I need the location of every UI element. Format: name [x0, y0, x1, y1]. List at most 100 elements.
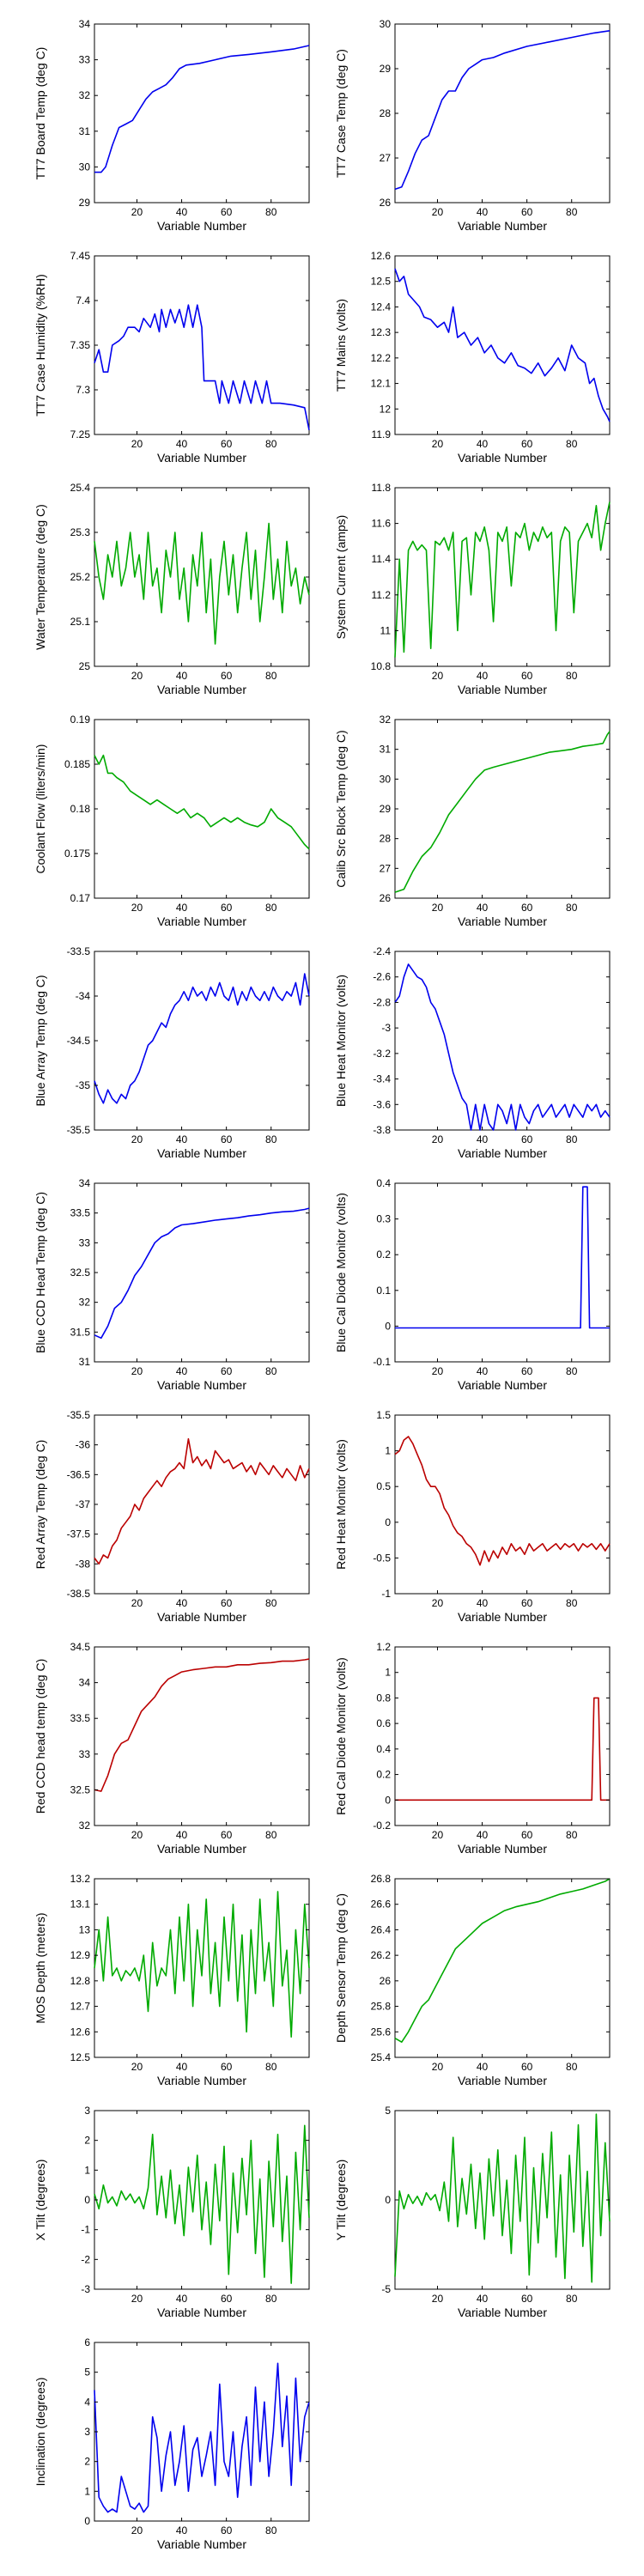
y-tick-label: 31: [79, 1356, 91, 1368]
y-axis-label: Water Temperature (deg C): [33, 504, 47, 650]
x-tick-label: 40: [477, 2293, 489, 2305]
y-tick-label: 26.4: [371, 1923, 392, 1935]
x-axis-label: Variable Number: [458, 914, 547, 928]
x-tick-label: 20: [131, 1133, 143, 1145]
y-tick-label: 25.4: [371, 2051, 392, 2063]
axes-box: [394, 1646, 611, 1826]
y-tick-label: 32: [79, 89, 91, 101]
x-tick-label: 40: [477, 206, 489, 218]
x-tick-label: 20: [432, 438, 444, 450]
y-tick-label: 32.5: [70, 1267, 91, 1279]
y-tick-label: 12.9: [70, 1949, 91, 1961]
chart-panel-1: 20 40 60 80 29 30 31 32 33 34 Variable Number TT7 B…: [33, 18, 310, 233]
x-tick-label: 80: [265, 438, 277, 450]
y-tick-label: -35.5: [67, 1409, 91, 1421]
y-tick-label: -37: [76, 1498, 91, 1510]
y-tick-label: -37.5: [67, 1528, 91, 1540]
y-tick-label: -34.5: [67, 1035, 91, 1047]
y-axis-label: Inclination (degrees): [33, 2378, 47, 2487]
x-tick-label: 60: [221, 1597, 233, 1609]
y-tick-label: 0.5: [376, 1480, 391, 1492]
x-tick-label: 20: [131, 2524, 143, 2537]
x-tick-label: 80: [566, 438, 578, 450]
series-line: [94, 304, 310, 430]
x-tick-label: 20: [432, 2293, 444, 2305]
y-tick-label: -34: [76, 990, 91, 1002]
axes-box: [394, 1878, 611, 2058]
x-tick-label: 60: [521, 1133, 533, 1145]
y-tick-label: 13: [79, 1923, 91, 1935]
series-line: [394, 268, 611, 422]
y-tick-label: 34: [79, 18, 91, 30]
y-tick-label: 1.5: [376, 1409, 391, 1421]
x-tick-label: 40: [477, 1829, 489, 1841]
y-tick-label: 25: [79, 660, 91, 672]
y-tick-label: 12.4: [371, 301, 392, 313]
x-tick-label: 20: [131, 1829, 143, 1841]
x-tick-label: 80: [566, 670, 578, 682]
series-line: [94, 754, 310, 850]
chart-panel-17: 20 40 60 80 12.5 12.6 12.7 12.8 12.9 13 13.1 13.2 Va…: [33, 1873, 310, 2087]
x-axis-label: Variable Number: [458, 2074, 547, 2087]
y-tick-label: 11.4: [372, 553, 392, 565]
y-tick-label: -1: [381, 1588, 391, 1600]
x-axis-label: Variable Number: [157, 914, 246, 928]
y-tick-label: 1: [84, 2164, 90, 2176]
x-axis-label: Variable Number: [157, 1610, 246, 1624]
y-tick-label: 25.2: [70, 571, 91, 583]
chart-panel-20: 20 40 60 80 -5 0 5 Variable Number Y Tilt (degre…: [334, 2105, 611, 2319]
y-tick-label: -1: [81, 2224, 90, 2236]
y-tick-label: 33.5: [70, 1207, 91, 1219]
y-tick-label: 26.6: [371, 1899, 392, 1911]
y-tick-label: 0.185: [64, 758, 90, 770]
y-axis-label: Red Heat Monitor (volts): [334, 1439, 348, 1570]
x-tick-label: 20: [131, 1365, 143, 1377]
y-tick-label: 13.2: [70, 1873, 91, 1885]
y-tick-label: 11: [380, 624, 392, 636]
y-tick-label: -36.5: [67, 1468, 91, 1480]
x-tick-label: 80: [566, 2061, 578, 2073]
y-tick-label: 5: [84, 2366, 90, 2379]
x-tick-label: 40: [176, 2524, 188, 2537]
x-tick-label: 80: [566, 1133, 578, 1145]
x-tick-label: 60: [521, 2293, 533, 2305]
x-tick-label: 20: [131, 670, 143, 682]
y-tick-label: 5: [385, 2105, 391, 2117]
axes-box: [394, 1182, 611, 1363]
x-axis-label: Variable Number: [157, 451, 246, 465]
x-tick-label: 60: [521, 1365, 533, 1377]
x-tick-label: 60: [221, 1829, 233, 1841]
y-tick-label: 0: [385, 1794, 391, 1806]
y-tick-label: 0: [385, 2194, 391, 2206]
x-axis-label: Variable Number: [157, 1146, 246, 1160]
y-tick-label: 11.2: [372, 589, 392, 601]
axes-box: [94, 719, 310, 899]
y-tick-label: 10.8: [371, 660, 392, 672]
chart-panel-7: 20 40 60 80 0.17 0.175 0.18 0.185 0.19 Variable N…: [33, 714, 310, 928]
x-tick-label: 60: [221, 2061, 233, 2073]
y-tick-label: 7.35: [70, 339, 91, 351]
y-tick-label: -2.4: [373, 945, 391, 957]
y-axis-label: Blue Array Temp (deg C): [33, 975, 47, 1106]
x-tick-label: 60: [521, 2061, 533, 2073]
x-tick-label: 80: [265, 1829, 277, 1841]
y-tick-label: 0.19: [70, 714, 91, 726]
y-axis-label: Blue CCD Head Temp (deg C): [33, 1192, 47, 1353]
y-tick-label: 26: [380, 197, 392, 209]
x-axis-label: Variable Number: [157, 2306, 246, 2319]
x-tick-label: 60: [221, 1133, 233, 1145]
y-tick-label: 3: [84, 2105, 90, 2117]
x-tick-label: 20: [131, 2293, 143, 2305]
chart-panel-8: 20 40 60 80 26 27 28 29 30 31 32 Variable Number Cal…: [334, 714, 611, 928]
x-axis-label: Variable Number: [157, 1842, 246, 1856]
axes-box: [94, 1182, 310, 1363]
x-tick-label: 20: [432, 1597, 444, 1609]
x-tick-label: 60: [221, 438, 233, 450]
y-tick-label: 31.5: [70, 1326, 91, 1338]
series-line: [395, 1697, 610, 1801]
x-tick-label: 40: [477, 670, 489, 682]
chart-panel-10: 20 40 60 80 -3.8 -3.6 -3.4 -3.2 -3 -2.8 -2.6 -2.4 Va…: [334, 945, 611, 1160]
y-tick-label: 12.7: [70, 2001, 91, 2013]
series-line: [94, 1658, 310, 1792]
y-tick-label: -3: [381, 1022, 391, 1034]
